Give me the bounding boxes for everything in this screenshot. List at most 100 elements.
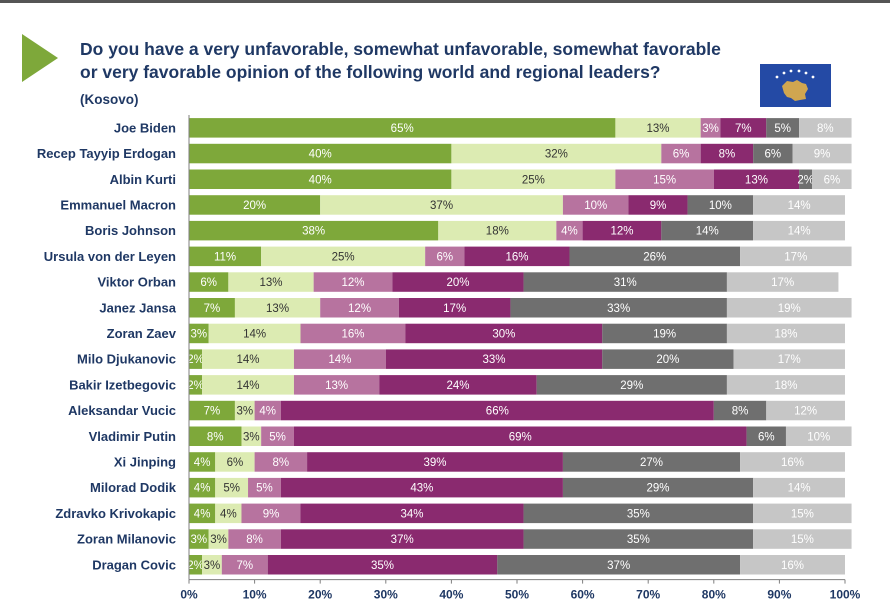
bar-segment: [799, 118, 852, 138]
bar-value-label: 3%: [210, 534, 227, 546]
bar-segment: [726, 375, 845, 395]
bar-segment: [202, 349, 294, 369]
bar-value-label: 5%: [269, 431, 286, 443]
bar-segment: [241, 503, 301, 524]
category-label: Bakir Izetbegovic: [69, 377, 176, 392]
bar-value-label: 8%: [273, 457, 290, 469]
bar-segment: [438, 220, 557, 241]
bar-value-label: 2%: [797, 174, 814, 186]
bar-segment: [740, 555, 845, 575]
bar-segment: [523, 529, 754, 549]
bar-segment: [189, 323, 209, 344]
bar-value-label: 31%: [614, 277, 637, 289]
bar-value-label: 30%: [492, 328, 515, 340]
x-tick-label: 30%: [374, 588, 398, 600]
bar-value-label: 6%: [200, 277, 217, 289]
bar-segment: [215, 503, 242, 524]
bar-value-label: 7%: [204, 303, 221, 315]
bar-value-label: 7%: [236, 560, 253, 572]
bar-value-label: 6%: [765, 149, 782, 161]
bar-value-label: 40%: [309, 174, 332, 186]
bar-segment: [280, 400, 714, 421]
bar-value-label: 8%: [246, 534, 263, 546]
bar-segment: [753, 195, 845, 215]
bar-segment: [280, 529, 524, 549]
bar-segment: [189, 349, 203, 369]
bar-segment: [189, 118, 616, 138]
bar-segment: [234, 298, 321, 318]
bar-value-label: 10%: [584, 200, 607, 212]
bar-segment: [189, 298, 235, 318]
bar-value-label: 25%: [332, 251, 355, 263]
x-tick-label: 50%: [505, 588, 529, 600]
bar-segment: [221, 555, 268, 575]
category-label: Milorad Dodik: [90, 480, 177, 495]
bar-value-label: 17%: [771, 277, 794, 289]
bar-segment: [628, 195, 688, 215]
category-label: Albin Kurti: [110, 172, 176, 187]
bar-segment: [799, 169, 813, 189]
bar-value-label: 7%: [204, 406, 221, 418]
bar-value-label: 5%: [256, 483, 273, 495]
category-label: Joe Biden: [114, 120, 176, 135]
bar-segment: [307, 452, 563, 472]
x-tick-label: 0%: [180, 588, 198, 600]
bar-segment: [523, 272, 727, 292]
bar-segment: [189, 143, 452, 164]
bar-segment: [562, 452, 741, 472]
bar-value-label: 12%: [610, 226, 633, 238]
bar-value-label: 2%: [187, 354, 204, 366]
bar-segment: [189, 426, 242, 446]
bar-segment: [713, 169, 800, 189]
bar-segment: [766, 118, 800, 138]
bar-value-label: 2%: [187, 560, 204, 572]
bar-value-label: 65%: [391, 123, 414, 135]
bar-segment: [189, 529, 209, 549]
bar-segment: [497, 555, 741, 575]
bar-value-label: 18%: [774, 380, 797, 392]
bar-segment: [189, 555, 203, 575]
bar-value-label: 37%: [430, 200, 453, 212]
bar-segment: [189, 477, 216, 498]
bar-value-label: 16%: [781, 560, 804, 572]
bar-value-label: 20%: [243, 200, 266, 212]
bar-segment: [208, 323, 301, 344]
category-label: Aleksandar Vucic: [68, 403, 176, 418]
bar-value-label: 19%: [778, 303, 801, 315]
category-label: Ursula von der Leyen: [44, 249, 176, 264]
bar-value-label: 2%: [187, 380, 204, 392]
bar-value-label: 34%: [401, 508, 424, 520]
bar-segment: [405, 323, 603, 344]
bar-segment: [189, 272, 229, 292]
bar-value-label: 4%: [194, 483, 211, 495]
bar-segment: [385, 349, 603, 369]
bar-segment: [700, 143, 754, 164]
bar-value-label: 7%: [735, 123, 752, 135]
arrow-icon: [22, 34, 58, 82]
bar-segment: [379, 375, 537, 395]
bar-segment: [293, 349, 386, 369]
bar-segment: [189, 246, 262, 267]
bar-value-label: 11%: [214, 251, 236, 263]
bar-segment: [451, 169, 616, 189]
bar-segment: [713, 400, 767, 421]
bar-value-label: 4%: [194, 457, 211, 469]
bar-value-label: 39%: [423, 457, 446, 469]
bar-value-label: 35%: [371, 560, 394, 572]
bar-segment: [261, 246, 426, 267]
bar-segment: [569, 246, 741, 267]
bar-value-label: 13%: [266, 303, 289, 315]
category-label: Janez Jansa: [99, 300, 176, 315]
x-tick-label: 70%: [636, 588, 660, 600]
bar-value-label: 18%: [486, 226, 509, 238]
bar-value-label: 33%: [607, 303, 630, 315]
bar-value-label: 32%: [545, 149, 568, 161]
bar-value-label: 27%: [640, 457, 663, 469]
bar-segment: [202, 375, 294, 395]
bar-value-label: 3%: [243, 431, 260, 443]
bar-value-label: 43%: [410, 483, 433, 495]
bar-segment: [215, 477, 249, 498]
chart-title: Do you have a very unfavorable, somewhat…: [80, 38, 820, 84]
bar-segment: [582, 220, 662, 241]
bar-segment: [740, 452, 845, 472]
